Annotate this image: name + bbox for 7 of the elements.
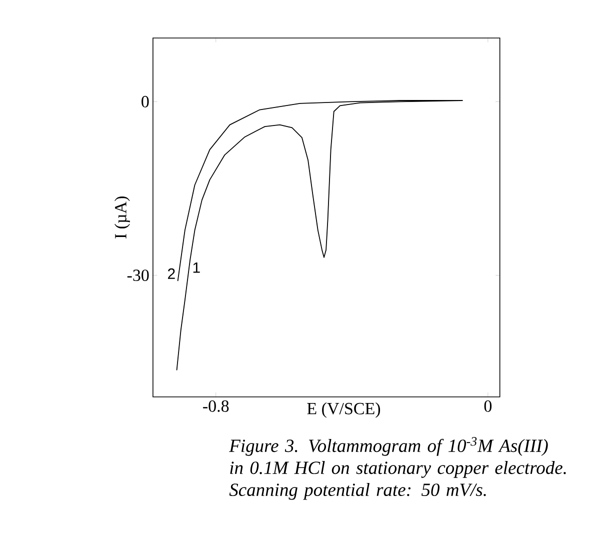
x-tick-label: -0.8 <box>203 400 229 412</box>
y-tick-label: -30 <box>127 270 149 282</box>
text: Figure 3. Voltammogram of 10$^{-3}$M As(III) in 0.1M HCl on stationary copper electrode. Scanning potential rate: 50 mV/s. <box>229 437 566 500</box>
series-label: 2 <box>168 268 175 279</box>
series-label: 1 <box>193 262 200 273</box>
x-axis-title: E (V/SCE) <box>307 402 380 418</box>
y-axis-title: I (µA) <box>114 196 130 239</box>
